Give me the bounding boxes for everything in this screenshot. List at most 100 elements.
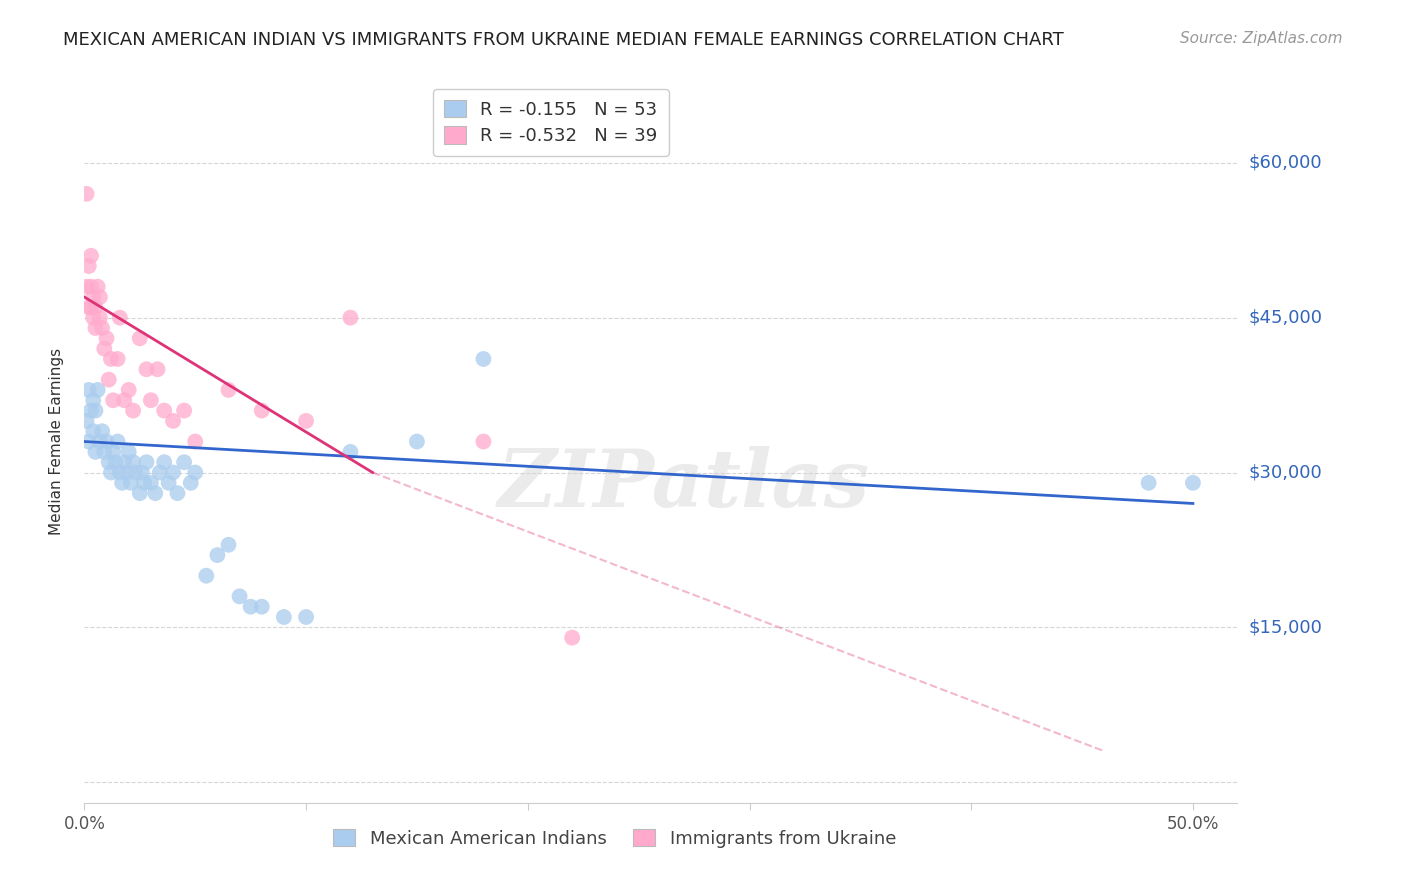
Point	[96, 434, 118, 449]
Point	[103, 445, 124, 459]
Point	[406, 434, 429, 449]
Point	[96, 331, 118, 345]
Point	[76, 279, 98, 293]
Text: ZIPatlas: ZIPatlas	[498, 446, 870, 524]
Point	[166, 486, 188, 500]
Point	[128, 331, 150, 345]
Point	[135, 362, 157, 376]
Point	[89, 434, 111, 449]
Point	[76, 186, 98, 201]
Point	[108, 466, 131, 480]
Point	[139, 475, 162, 490]
Point	[239, 599, 262, 614]
Point	[139, 393, 162, 408]
Point	[93, 445, 115, 459]
Point	[93, 342, 115, 356]
Point	[149, 466, 172, 480]
Point	[122, 455, 145, 469]
Point	[124, 466, 146, 480]
Point	[120, 475, 142, 490]
Point	[115, 466, 138, 480]
Point	[195, 568, 218, 582]
Point	[108, 310, 131, 325]
Point	[273, 610, 295, 624]
Point	[111, 475, 134, 490]
Point	[91, 424, 114, 438]
Point	[100, 351, 122, 366]
Point	[1137, 475, 1160, 490]
Point	[84, 321, 107, 335]
Point	[184, 434, 207, 449]
Point	[1181, 475, 1204, 490]
Point	[162, 414, 184, 428]
Point	[228, 590, 250, 604]
Point	[118, 445, 141, 459]
Point	[86, 383, 108, 397]
Text: $30,000: $30,000	[1249, 464, 1322, 482]
Point	[135, 455, 157, 469]
Point	[153, 455, 176, 469]
Text: MEXICAN AMERICAN INDIAN VS IMMIGRANTS FROM UKRAINE MEDIAN FEMALE EARNINGS CORREL: MEXICAN AMERICAN INDIAN VS IMMIGRANTS FR…	[63, 31, 1064, 49]
Point	[77, 383, 100, 397]
Point	[112, 455, 135, 469]
Point	[82, 424, 104, 438]
Point	[107, 351, 129, 366]
Point	[104, 455, 127, 469]
Point	[84, 403, 107, 417]
Point	[173, 403, 195, 417]
Point	[218, 383, 240, 397]
Point	[100, 466, 122, 480]
Point	[82, 290, 104, 304]
Point	[82, 393, 104, 408]
Point	[184, 466, 207, 480]
Point	[295, 414, 318, 428]
Text: $15,000: $15,000	[1249, 618, 1322, 636]
Point	[146, 362, 169, 376]
Y-axis label: Median Female Earnings: Median Female Earnings	[49, 348, 63, 535]
Point	[118, 383, 141, 397]
Point	[107, 434, 129, 449]
Point	[80, 403, 103, 417]
Point	[339, 310, 361, 325]
Point	[134, 475, 156, 490]
Point	[77, 301, 100, 315]
Point	[80, 249, 103, 263]
Text: $60,000: $60,000	[1249, 153, 1322, 172]
Point	[80, 279, 103, 293]
Point	[472, 434, 495, 449]
Point	[82, 310, 104, 325]
Point	[122, 403, 145, 417]
Point	[112, 393, 135, 408]
Point	[153, 403, 176, 417]
Point	[295, 610, 318, 624]
Point	[250, 403, 273, 417]
Point	[561, 631, 583, 645]
Point	[207, 548, 229, 562]
Point	[80, 301, 103, 315]
Point	[218, 538, 240, 552]
Point	[76, 414, 98, 428]
Point	[131, 466, 153, 480]
Point	[91, 321, 114, 335]
Point	[86, 279, 108, 293]
Point	[180, 475, 202, 490]
Point	[77, 259, 100, 273]
Point	[128, 486, 150, 500]
Point	[157, 475, 180, 490]
Point	[97, 455, 120, 469]
Point	[472, 351, 495, 366]
Point	[97, 373, 120, 387]
Point	[84, 445, 107, 459]
Point	[89, 310, 111, 325]
Point	[103, 393, 124, 408]
Point	[77, 434, 100, 449]
Text: Source: ZipAtlas.com: Source: ZipAtlas.com	[1180, 31, 1343, 46]
Point	[89, 290, 111, 304]
Text: $45,000: $45,000	[1249, 309, 1323, 326]
Point	[162, 466, 184, 480]
Point	[250, 599, 273, 614]
Point	[339, 445, 361, 459]
Legend: Mexican American Indians, Immigrants from Ukraine: Mexican American Indians, Immigrants fro…	[322, 818, 907, 859]
Point	[143, 486, 166, 500]
Point	[84, 301, 107, 315]
